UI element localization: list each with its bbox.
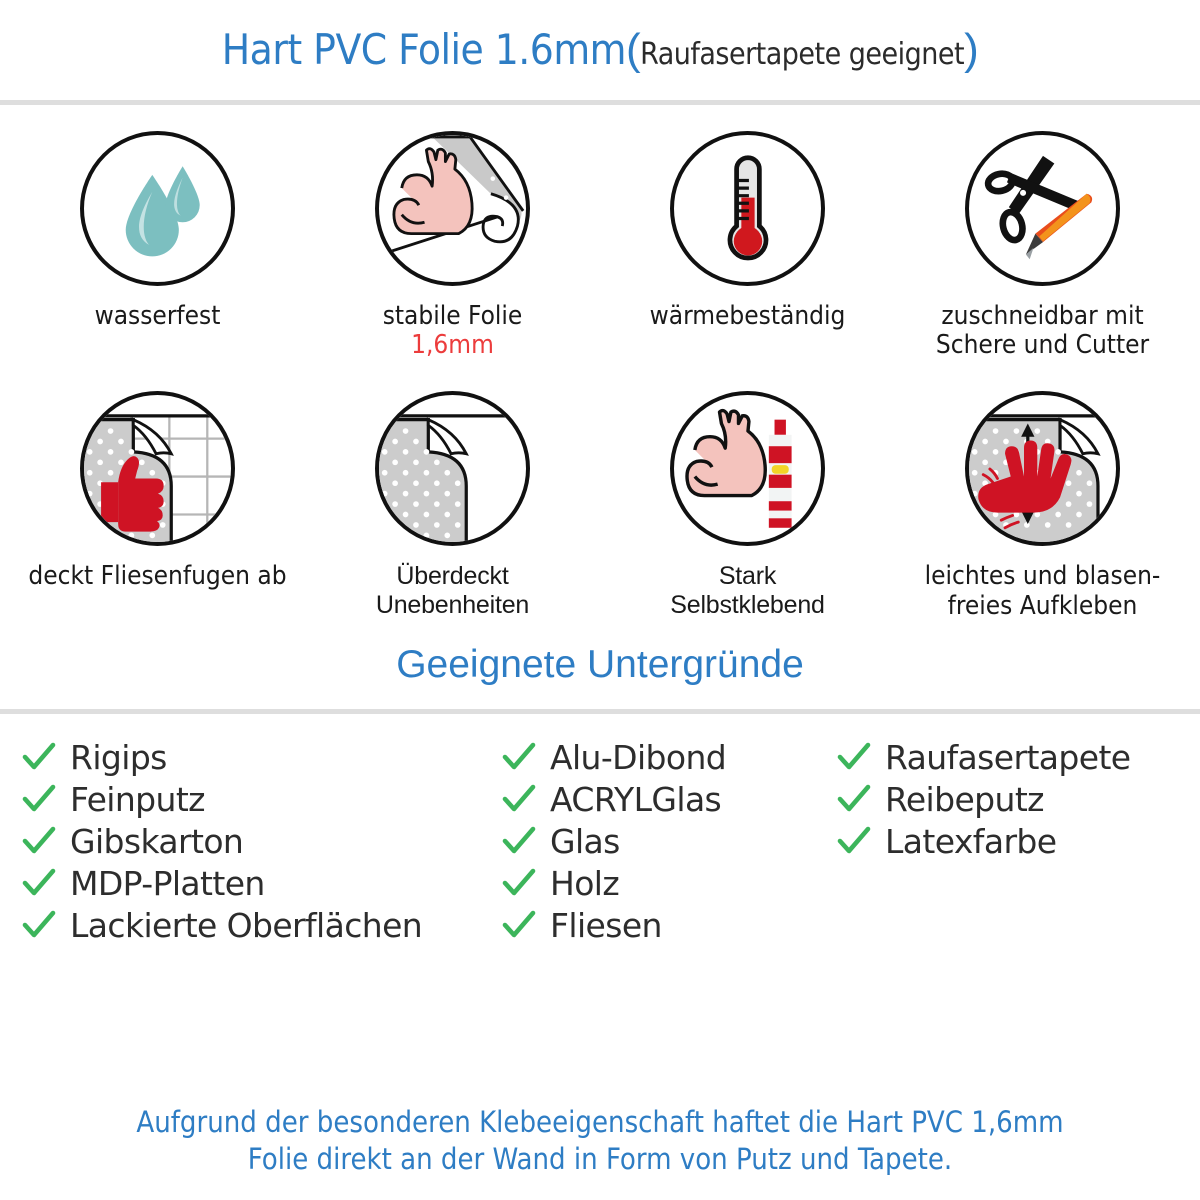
list-item: Gibskarton xyxy=(22,820,502,862)
substrate-label: Rigips xyxy=(70,737,167,777)
hand-smoothing-icon xyxy=(965,391,1120,547)
footer-note: Aufgrund der besonderen Klebeeigenschaft… xyxy=(0,1104,1200,1178)
substrate-label: Glas xyxy=(550,821,620,861)
substrate-label: ACRYLGlas xyxy=(550,779,722,819)
feature-label: Überdeckt Unebenheiten xyxy=(375,562,530,619)
substrate-column-3: Raufasertapete Reibeputz Latexfarbe xyxy=(837,736,1177,946)
footer-line-2: Folie direkt an der Wand in Form von Put… xyxy=(247,1141,953,1176)
thumbs-up-tiles-icon xyxy=(80,391,235,547)
section-title: Geeignete Untergründe xyxy=(396,643,804,687)
substrates-section-header: Geeignete Untergründe xyxy=(0,621,1200,709)
list-item: Reibeputz xyxy=(837,778,1177,820)
scissors-cutter-icon xyxy=(965,131,1120,286)
feature-label: deckt Fliesenfugen ab xyxy=(28,561,287,592)
page-title-main: Hart PVC Folie 1.6mm xyxy=(221,25,627,74)
substrate-column-2: Alu-Dibond ACRYLGlas Glas Holz Fliesen xyxy=(502,736,837,946)
list-item: Rigips xyxy=(22,736,502,778)
feature-label: Stark Selbstklebend xyxy=(670,562,825,619)
header-divider xyxy=(0,100,1200,105)
list-item: Raufasertapete xyxy=(837,736,1177,778)
feature-label: wasserfest xyxy=(94,301,221,331)
substrate-label: Holz xyxy=(550,863,620,903)
list-item: Glas xyxy=(502,820,837,862)
page-title: Hart PVC Folie 1.6mm(Raufasertapete geei… xyxy=(221,25,979,75)
list-item: Feinputz xyxy=(22,778,502,820)
substrate-label: Gibskarton xyxy=(70,821,244,861)
list-item: Latexfarbe xyxy=(837,820,1177,862)
substrate-list: Rigips Feinputz Gibskarton MDP-Platten L… xyxy=(0,714,1200,946)
feature-wasserfest: wasserfest xyxy=(10,131,305,361)
page-title-paren-close: ) xyxy=(964,25,979,74)
substrate-column-1: Rigips Feinputz Gibskarton MDP-Platten L… xyxy=(22,736,502,946)
page-header: Hart PVC Folie 1.6mm(Raufasertapete geei… xyxy=(0,0,1200,100)
feature-selbstklebend: Stark Selbstklebend xyxy=(600,391,895,621)
footer-line-1: Aufgrund der besonderen Klebeeigenschaft… xyxy=(136,1104,1064,1139)
substrate-label: Reibeputz xyxy=(885,779,1045,819)
feature-waermebestaendig: wärmebeständig xyxy=(600,131,895,361)
list-item: ACRYLGlas xyxy=(502,778,837,820)
substrate-label: Feinputz xyxy=(70,779,205,819)
feature-fliesenfugen: deckt Fliesenfugen ab xyxy=(10,391,305,621)
feature-label: stabile Folie xyxy=(382,301,523,331)
substrate-label: MDP-Platten xyxy=(70,863,265,903)
feature-stabile-folie: stabile Folie 1,6mm xyxy=(305,131,600,361)
check-icon xyxy=(22,784,56,812)
feature-label: leichtes und blasen- freies Aufkleben xyxy=(924,561,1161,621)
water-drops-icon xyxy=(80,131,235,286)
section-divider xyxy=(0,709,1200,715)
list-item: Holz xyxy=(502,862,837,904)
substrate-label: Lackierte Oberflächen xyxy=(70,905,423,945)
feature-label: zuschneidbar mit Schere und Cutter xyxy=(935,301,1150,361)
feature-zuschneidbar: zuschneidbar mit Schere und Cutter xyxy=(895,131,1190,361)
check-icon xyxy=(502,784,536,812)
check-icon xyxy=(22,826,56,854)
check-icon xyxy=(837,826,871,854)
list-item: Fliesen xyxy=(502,904,837,946)
feature-label: wärmebeständig xyxy=(649,301,846,331)
thermometer-icon xyxy=(670,131,825,286)
peeling-sheet-icon xyxy=(375,391,530,547)
check-icon xyxy=(502,910,536,938)
check-icon xyxy=(22,742,56,770)
substrate-label: Latexfarbe xyxy=(885,821,1057,861)
page-title-paren-open: ( xyxy=(625,25,641,74)
check-icon xyxy=(502,742,536,770)
strong-arm-foil-icon xyxy=(375,131,530,286)
substrate-label: Fliesen xyxy=(550,905,662,945)
check-icon xyxy=(22,910,56,938)
feature-aufkleben: leichtes und blasen- freies Aufkleben xyxy=(895,391,1190,621)
feature-grid: wasserfest stabile Folie 1,6mm xyxy=(0,105,1200,621)
feature-sublabel: 1,6mm xyxy=(411,330,494,361)
check-icon xyxy=(837,784,871,812)
feature-ueberdeckt: Überdeckt Unebenheiten xyxy=(305,391,600,621)
substrate-label: Alu-Dibond xyxy=(550,737,727,777)
list-item: Lackierte Oberflächen xyxy=(22,904,502,946)
check-icon xyxy=(22,868,56,896)
list-item: Alu-Dibond xyxy=(502,736,837,778)
arm-glue-tube-icon xyxy=(670,391,825,547)
check-icon xyxy=(502,826,536,854)
list-item: MDP-Platten xyxy=(22,862,502,904)
check-icon xyxy=(502,868,536,896)
page-title-sub: Raufasertapete geeignet xyxy=(640,37,965,72)
check-icon xyxy=(837,742,871,770)
substrate-label: Raufasertapete xyxy=(885,737,1131,777)
